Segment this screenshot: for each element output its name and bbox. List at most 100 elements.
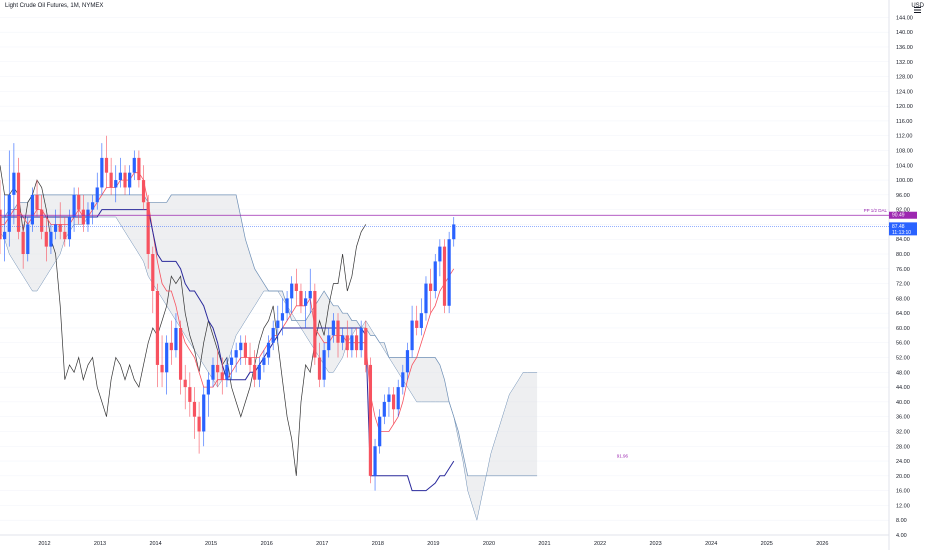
y-tick-label: 56.00 <box>896 341 910 347</box>
candle-body <box>234 350 238 358</box>
candle-body <box>174 327 178 351</box>
candle-body <box>44 231 48 247</box>
candle-body <box>276 320 280 328</box>
y-tick-label: 72.00 <box>896 282 910 288</box>
candle-body <box>211 364 215 380</box>
bar-countdown: 11:13:10 <box>892 230 911 236</box>
x-tick-label: 2025 <box>761 541 773 547</box>
candle-body <box>49 231 53 247</box>
y-tick-label: 4.00 <box>896 533 907 539</box>
candle-body <box>410 320 414 351</box>
y-tick-label: 144.00 <box>896 15 913 21</box>
candle-body <box>21 231 25 255</box>
candle-body <box>294 283 298 291</box>
x-tick-label: 2012 <box>38 541 50 547</box>
time-axis[interactable]: 2012 2013 2014 2015 2016 2017 2018 2019 2020 2021… <box>38 541 828 547</box>
candle-body <box>146 202 150 255</box>
candle-body <box>405 350 410 373</box>
candle-body <box>202 394 206 432</box>
candle-body <box>0 209 2 240</box>
candle-body <box>104 157 109 173</box>
y-tick-label: 44.00 <box>896 385 910 391</box>
y-tick-label: 100.00 <box>896 178 913 184</box>
candle-body <box>285 298 289 314</box>
y-tick-label: 24.00 <box>896 459 910 465</box>
candle-body <box>327 335 331 351</box>
candle-body <box>396 387 400 410</box>
senkou-span-b <box>0 216 538 522</box>
y-tick-label: 60.00 <box>896 326 910 332</box>
y-tick-label: 28.00 <box>896 444 910 450</box>
candle-body <box>81 209 85 225</box>
candle-body <box>280 313 285 321</box>
y-tick-label: 20.00 <box>896 474 910 480</box>
candle-body <box>216 364 220 373</box>
price-axis[interactable]: 4.00 8.00 12.00 16.00 20.00 24.00 28.00 32.00 36… <box>896 15 913 539</box>
candle-body <box>308 290 312 299</box>
y-tick-label: 116.00 <box>896 119 912 125</box>
candle-body <box>419 313 423 328</box>
candle-body <box>91 202 95 210</box>
annotation-label: 91.96 <box>617 453 629 458</box>
x-tick-label: 2019 <box>427 541 439 547</box>
y-tick-label: 96.00 <box>896 193 910 199</box>
candle-body <box>331 320 335 336</box>
candle-body <box>30 194 35 225</box>
y-tick-label: 36.00 <box>896 415 910 421</box>
last-price-tag <box>889 222 917 236</box>
y-tick-label: 108.00 <box>896 148 913 154</box>
x-tick-label: 2017 <box>316 541 328 547</box>
candle-body <box>442 246 447 306</box>
y-tick-label: 48.00 <box>896 370 910 376</box>
x-tick-label: 2015 <box>205 541 217 547</box>
y-tick-label: 132.00 <box>896 60 913 66</box>
candle-body <box>192 401 197 417</box>
candle-body <box>16 172 21 232</box>
y-tick-label: 92.00 <box>896 208 910 214</box>
x-tick-label: 2022 <box>594 541 606 547</box>
candle-body <box>271 327 275 343</box>
candle-body <box>137 157 141 181</box>
candle-body <box>447 239 451 306</box>
candle-body <box>373 446 377 476</box>
candle-body <box>132 157 136 173</box>
candle-body <box>359 327 363 351</box>
candle-body <box>253 364 257 380</box>
last-price-value: 87.48 <box>892 224 905 230</box>
candle-body <box>197 416 201 432</box>
chikou-span <box>0 165 367 476</box>
y-tick-label: 136.00 <box>896 45 913 51</box>
candles <box>0 135 456 491</box>
candle-body <box>452 224 456 240</box>
y-tick-label: 112.00 <box>896 134 912 140</box>
candle-body <box>141 180 146 203</box>
candle-body <box>123 172 127 188</box>
y-tick-label: 68.00 <box>896 296 910 302</box>
x-tick-label: 2016 <box>261 541 273 547</box>
candle-body <box>387 394 391 402</box>
candle-body <box>95 187 99 203</box>
y-tick-label: 80.00 <box>896 252 910 258</box>
candle-body <box>415 320 419 328</box>
y-tick-label: 128.00 <box>896 75 913 81</box>
candle-body <box>100 157 104 188</box>
x-tick-label: 2023 <box>650 541 662 547</box>
y-tick-label: 12.00 <box>896 503 910 509</box>
y-tick-label: 76.00 <box>896 267 910 273</box>
x-tick-label: 2014 <box>149 541 161 547</box>
candle-body <box>155 290 160 365</box>
candle-body <box>391 394 396 410</box>
level-line-label: PP 1/2 DAL <box>864 208 888 213</box>
candle-body <box>350 335 354 351</box>
candle-body <box>424 283 428 314</box>
x-tick-label: 2024 <box>705 541 717 547</box>
hamburger-menu-icon[interactable] <box>914 7 921 13</box>
y-tick-label: 64.00 <box>896 311 910 317</box>
candle-body <box>322 350 326 380</box>
candle-body <box>317 357 322 380</box>
candle-body <box>433 261 437 291</box>
candle-body <box>225 364 229 380</box>
x-tick-label: 2026 <box>816 541 828 547</box>
candle-body <box>63 231 67 240</box>
